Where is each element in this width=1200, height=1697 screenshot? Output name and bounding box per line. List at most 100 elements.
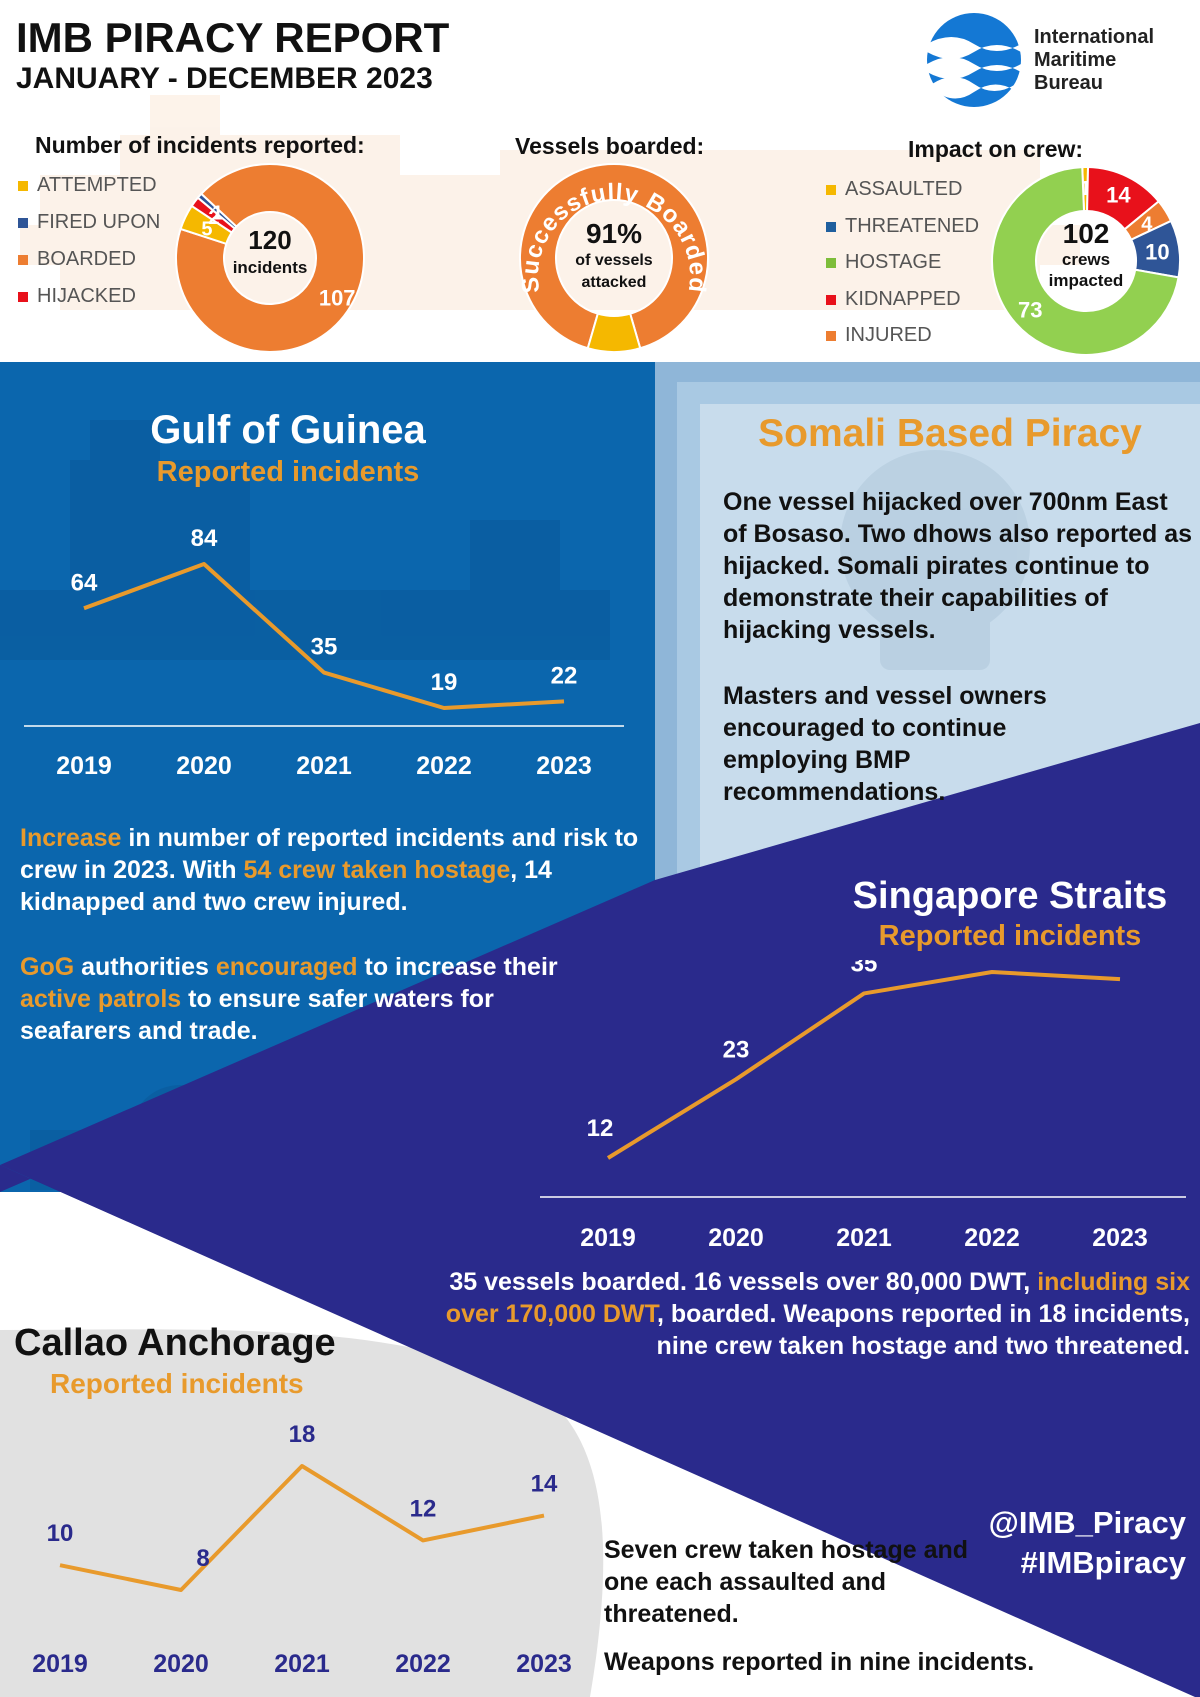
boarded-heading: Vessels boarded: (515, 133, 705, 159)
donut-slice-label: 2 (208, 207, 219, 229)
donut-slice-label: 10 (1145, 239, 1169, 264)
data-label: 8 (196, 1545, 209, 1572)
crew-center-label1: crews (1061, 250, 1111, 269)
data-label: 18 (289, 1421, 316, 1448)
singapore-title: Singapore Straits (852, 875, 1168, 917)
legend-label: ASSAULTED (845, 178, 963, 200)
legend-swatch (18, 291, 28, 302)
gog-encouraged-text: encouraged (215, 953, 358, 981)
incidents-center-value: 120 (248, 225, 292, 255)
legend-fired-upon: FIRED UPON (18, 211, 160, 234)
legend-swatch (18, 180, 28, 191)
callao-paragraph-1: Seven crew taken hostage and one each as… (604, 1536, 969, 1628)
x-tick-label: 2020 (153, 1650, 209, 1678)
x-tick-label: 2022 (416, 752, 472, 780)
legend-swatch (826, 184, 836, 195)
donut-slice-not-boarded (586, 312, 642, 353)
crew-center-value: 102 (1062, 218, 1110, 249)
legend-threatened: THREATENED (826, 215, 979, 238)
legend-attempted: ATTEMPTED (18, 174, 157, 197)
gog-text: to increase their (357, 953, 558, 981)
somali-title: Somali Based Piracy (758, 412, 1142, 455)
data-label: 22 (551, 662, 578, 689)
donut-slice-boarded (519, 163, 709, 350)
legend-swatch (18, 217, 28, 228)
social-handle[interactable]: @IMB_Piracy (988, 1505, 1186, 1540)
gog-text: to ensure safer waters for seafarers and… (20, 985, 494, 1045)
donut-slice-fired-upon (196, 192, 238, 230)
x-tick-label: 2021 (274, 1650, 330, 1678)
donut-slice-label: 107 (319, 286, 356, 311)
legend-swatch (826, 294, 836, 305)
somali-paragraph-2: Masters and vessel owners encouraged to … (723, 682, 1047, 806)
data-label: 12 (410, 1495, 437, 1522)
donut-slice-label: 14 (1106, 182, 1131, 207)
legend-boarded: BOARDED (18, 248, 136, 271)
logo-text-line2: Maritime (1034, 49, 1117, 71)
donut-slice-hostage (991, 166, 1180, 356)
data-label: 10 (47, 1520, 74, 1547)
legend-label: THREATENED (845, 215, 980, 237)
data-label: 84 (191, 525, 218, 552)
donut-slice-boarded (175, 163, 365, 353)
incidents-center-label: incidents (232, 258, 308, 277)
callao-subtitle: Reported incidents (50, 1368, 304, 1399)
x-tick-label: 2019 (580, 1224, 636, 1252)
legend-label: BOARDED (37, 248, 136, 270)
singapore-text: 35 vessels boarded. 16 vessels over 80,0… (449, 1268, 1038, 1296)
legend-label: INJURED (845, 324, 932, 346)
legend-kidnapped: KIDNAPPED (826, 288, 961, 311)
donut-slice-label: 73 (1018, 298, 1042, 323)
donut-slice-label: 1 (1080, 178, 1091, 200)
logo-text-line3: Bureau (1034, 72, 1103, 94)
legend-assaulted: ASSAULTED (826, 178, 962, 201)
boarded-center-label1: of vessels (575, 252, 653, 269)
incidents-donut-chart: 107 521 (175, 163, 365, 353)
singapore-highlight: including six over 170,000 DWT (445, 1268, 1190, 1328)
imb-logo-icon (927, 13, 1021, 107)
gog-text: authorities (74, 953, 216, 981)
crew-center-label2: impacted (1048, 271, 1124, 290)
legend-swatch (18, 254, 28, 265)
data-label: 12 (587, 1115, 614, 1142)
legend-hijacked: HIJACKED (18, 285, 136, 308)
gog-paragraph-2: GoG authorities encouraged to increase t… (20, 951, 560, 1047)
incidents-heading: Number of incidents reported: (35, 132, 365, 158)
legend-swatch (826, 257, 836, 268)
x-tick-label: 2022 (395, 1650, 451, 1678)
data-label: 14 (531, 1471, 558, 1498)
callao-map (0, 1329, 604, 1697)
donut-slice-label: 5 (201, 219, 212, 241)
callao-title: Callao Anchorage (14, 1322, 336, 1364)
chart-series-line (83, 562, 565, 710)
x-tick-label: 2023 (536, 752, 592, 780)
gog-paragraph-1: Increase in number of reported incidents… (20, 822, 660, 918)
x-tick-label: 2023 (516, 1650, 572, 1678)
legend-swatch (826, 330, 836, 341)
legend-label: ATTEMPTED (37, 174, 157, 196)
singapore-paragraph: 35 vessels boarded. 16 vessels over 80,0… (420, 1266, 1190, 1362)
gog-subtitle: Reported incidents (156, 456, 420, 488)
boarded-center-label2: attacked (581, 274, 647, 291)
somali-paragraph-1: One vessel hijacked over 700nm East of B… (723, 488, 1193, 644)
crew-heading: Impact on crew: (908, 136, 1084, 162)
report-title: IMB PIRACY REPORT (16, 14, 450, 61)
legend-label: HOSTAGE (845, 251, 942, 273)
gog-abbrev-text: GoG (20, 953, 75, 981)
gog-line-chart: 64 2019 84 2020 35 2021 19 2022 22 2023 (24, 525, 624, 780)
callao-line-chart: 10 2019 8 2020 18 2021 12 2022 14 2023 (32, 1421, 572, 1678)
x-tick-label: 2023 (1092, 1224, 1148, 1252)
x-tick-label: 2021 (836, 1224, 892, 1252)
legend-injured: INJURED (826, 324, 932, 347)
data-label: 19 (431, 669, 458, 696)
x-tick-label: 2019 (32, 1650, 88, 1678)
gog-text: , 14 kidnapped and two crew injured. (20, 856, 552, 916)
social-hashtag[interactable]: #IMBpiracy (1020, 1545, 1186, 1580)
gog-increase-text: Increase (20, 824, 122, 852)
legend-hostage: HOSTAGE (826, 251, 941, 274)
logo-text-line1: International (1034, 26, 1155, 48)
donut-slice-label: 1 (212, 203, 223, 225)
skull-watermark (840, 450, 1030, 670)
